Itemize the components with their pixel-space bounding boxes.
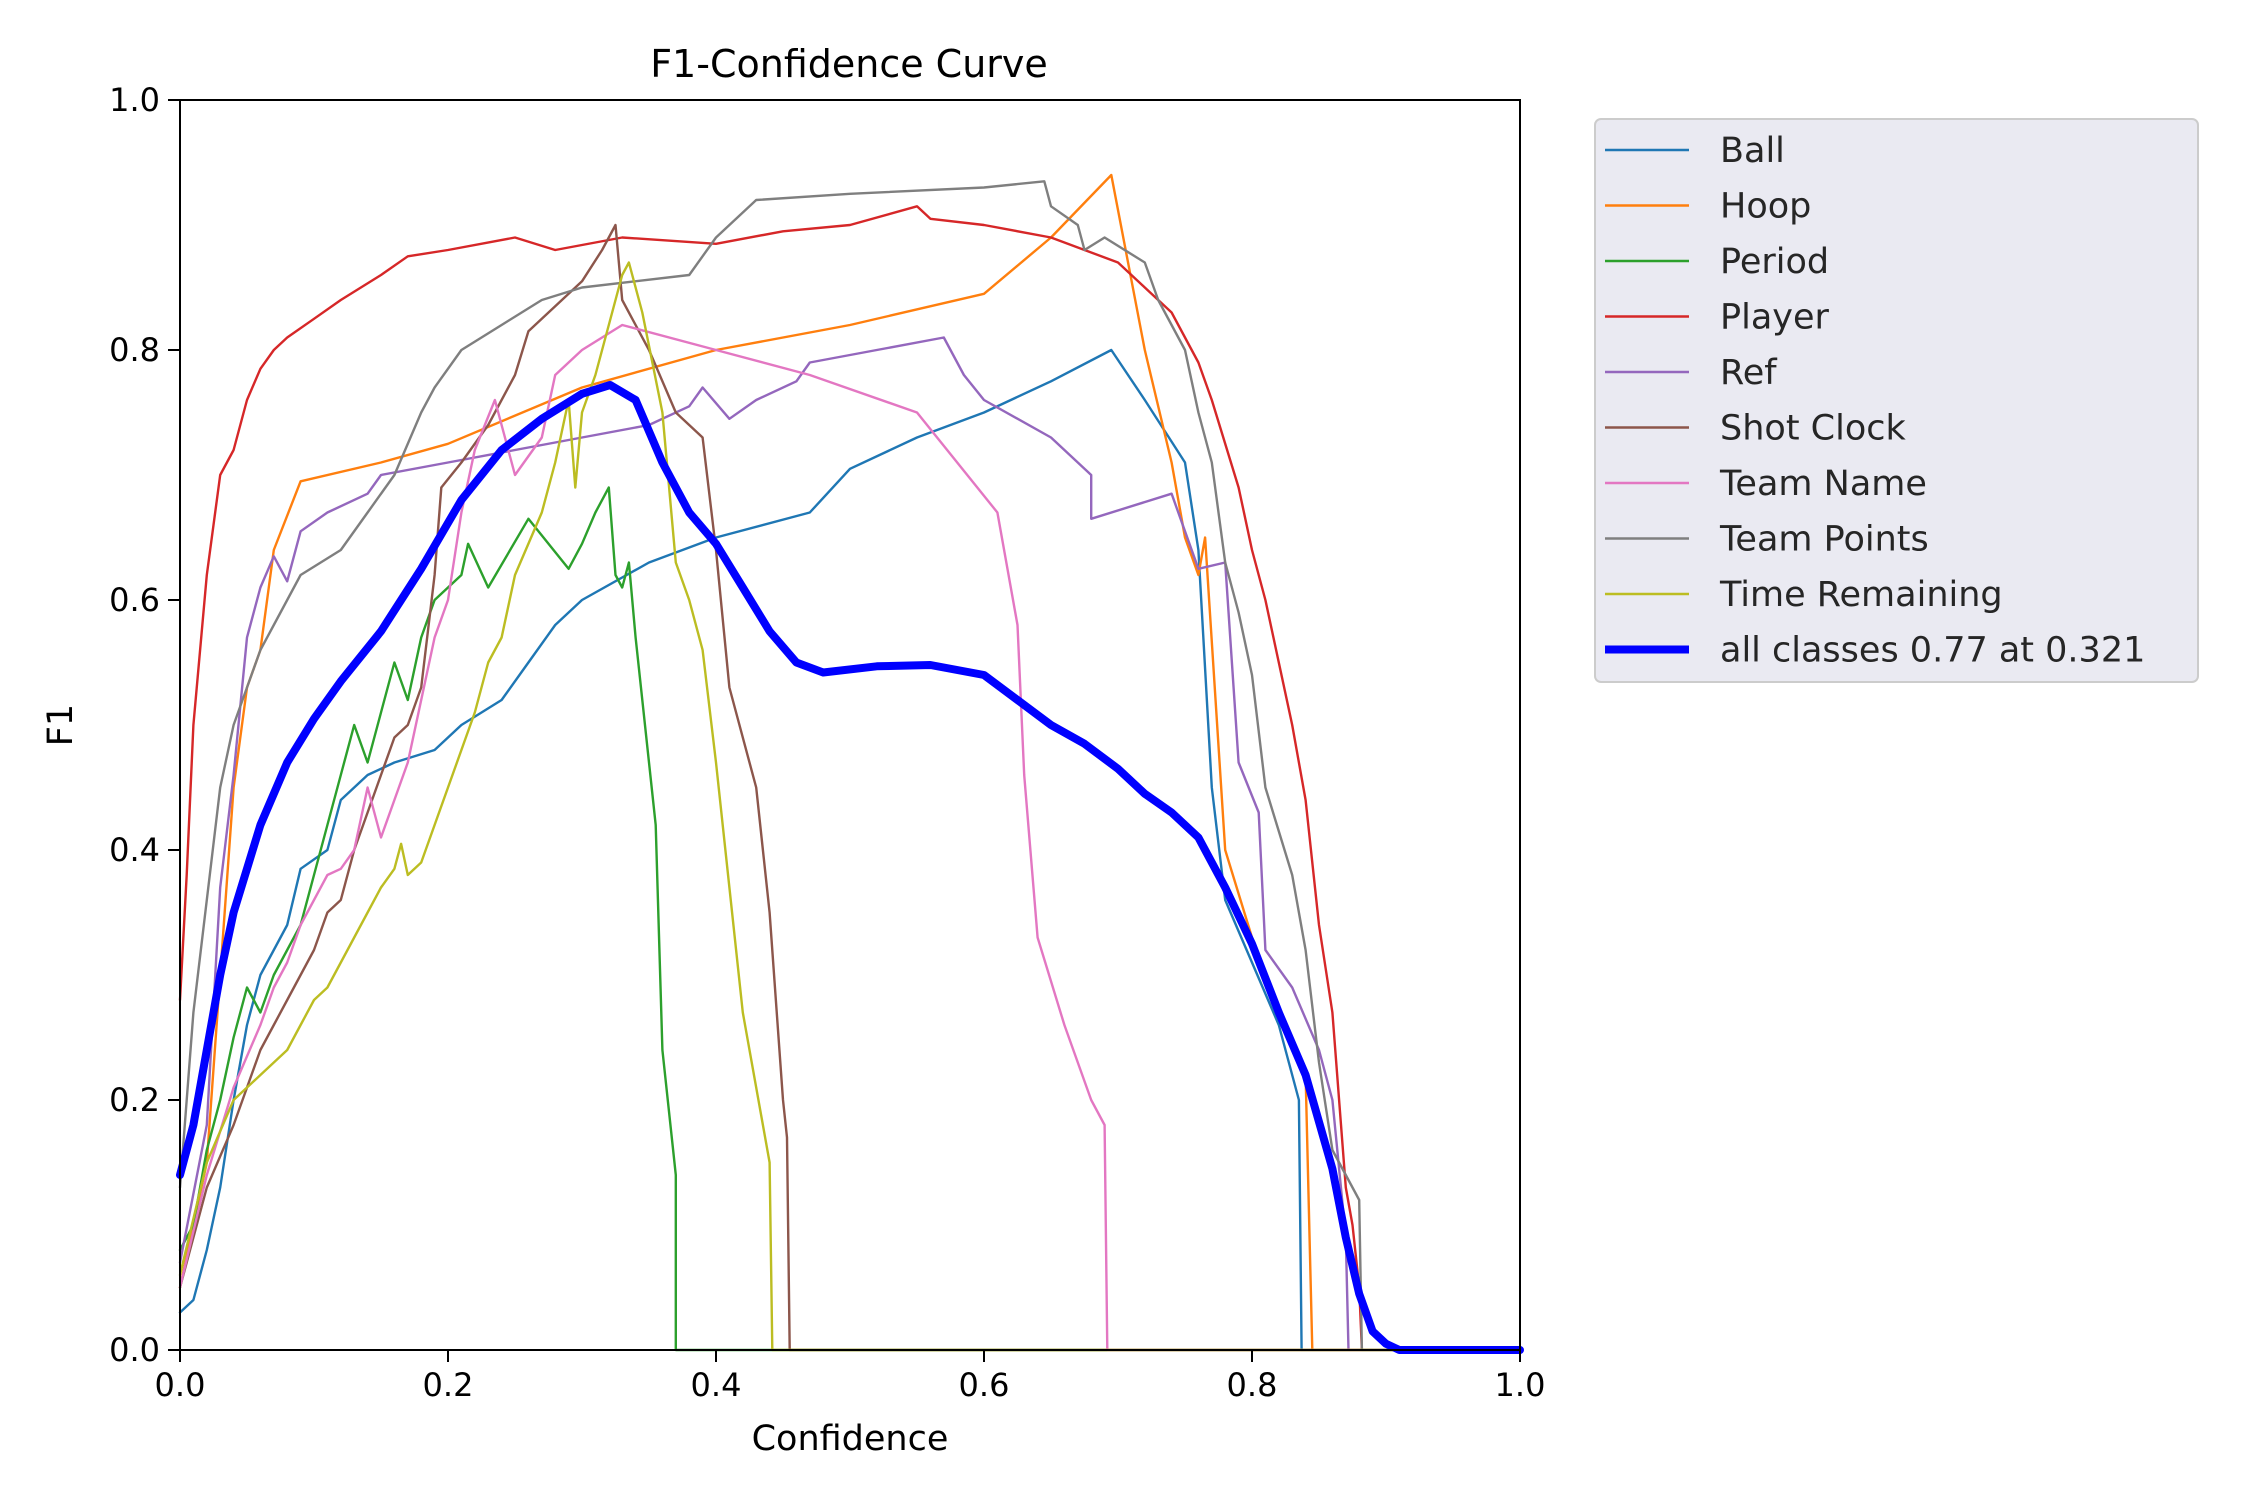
- y-tick-label: 0.2: [109, 1081, 160, 1119]
- x-tick-label: 0.0: [155, 1366, 206, 1404]
- series-layer: [176, 173, 1524, 1354]
- legend-label: Hoop: [1720, 187, 1811, 227]
- legend-label: all classes 0.77 at 0.321: [1720, 631, 2145, 671]
- legend-label: Player: [1720, 298, 1830, 338]
- series-line-all-classes-0-77-at-0-321: [176, 381, 1524, 1354]
- y-tick-label: 1.0: [109, 81, 160, 119]
- y-tick-label: 0.6: [109, 581, 160, 619]
- y-axis-ticks: 0.0 0.2 0.4 0.6 0.8 1.0: [109, 81, 180, 1369]
- y-tick-label: 0.4: [109, 831, 160, 869]
- legend-label: Period: [1720, 242, 1829, 282]
- x-tick-label: 1.0: [1495, 1366, 1546, 1404]
- legend: Ball Hoop Period Player Ref Shot Clock Team Na…: [1594, 118, 2199, 683]
- legend-label: Shot Clock: [1720, 409, 1906, 449]
- chart-title: F1-Confidence Curve: [650, 42, 1048, 86]
- legend-items: Ball Hoop Period Player Ref Shot Clock Team Na…: [1605, 131, 2145, 671]
- x-axis-ticks: 0.0 0.2 0.4 0.6 0.8 1.0: [155, 1350, 1546, 1404]
- series-line-shot-clock: [178, 223, 1522, 1352]
- x-axis-label: Confidence: [752, 1419, 949, 1459]
- y-axis-label: F1: [41, 704, 81, 746]
- series-line-player: [178, 205, 1522, 1352]
- series-line-team-name: [178, 323, 1522, 1352]
- legend-label: Time Remaining: [1719, 575, 2003, 615]
- legend-label: Ref: [1720, 353, 1777, 393]
- series-line-time-remaining: [178, 261, 1522, 1352]
- legend-label: Team Name: [1719, 464, 1927, 504]
- plot-area: [176, 99, 1524, 1354]
- x-tick-label: 0.6: [959, 1366, 1010, 1404]
- series-line-team-points: [178, 180, 1522, 1352]
- y-tick-label: 0.0: [109, 1331, 160, 1369]
- legend-label: Ball: [1720, 131, 1785, 171]
- legend-label: Team Points: [1719, 520, 1929, 560]
- legend-box: [1594, 118, 2199, 683]
- x-tick-label: 0.8: [1227, 1366, 1278, 1404]
- x-tick-label: 0.2: [423, 1366, 474, 1404]
- x-tick-label: 0.4: [691, 1366, 742, 1404]
- series-line-ref: [178, 336, 1522, 1352]
- y-tick-label: 0.8: [109, 331, 160, 369]
- plot-frame: [179, 99, 1521, 1351]
- series-line-period: [178, 486, 1522, 1352]
- series-line-ball: [178, 348, 1522, 1352]
